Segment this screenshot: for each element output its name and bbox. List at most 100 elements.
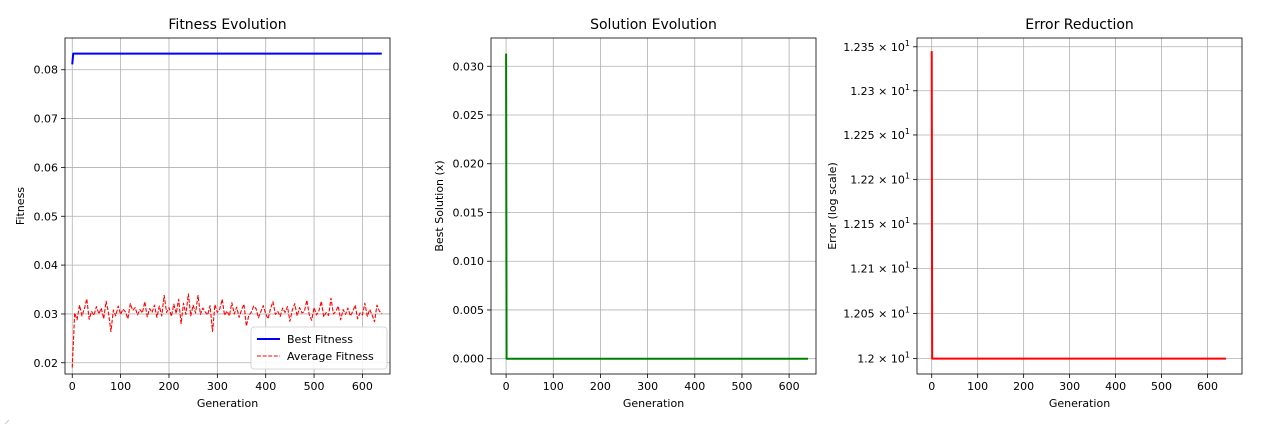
- y-tick-mantissa: 1.22: [850, 173, 875, 186]
- y-tick-exponent: 1: [905, 216, 910, 225]
- y-tick-times: ×: [875, 353, 891, 366]
- y-tick-label: 0.02: [34, 357, 59, 370]
- x-tick-label: 300: [207, 380, 228, 393]
- best-fitness-line: [71, 52, 382, 65]
- x-tick-label: 400: [684, 380, 705, 393]
- y-tick-label: 0.03: [34, 308, 59, 321]
- x-tick-label: 0: [503, 380, 510, 393]
- y-tick-base: 10: [891, 263, 905, 276]
- y-tick-mantissa: 1.225: [843, 129, 875, 142]
- series-0-line: [930, 51, 1226, 360]
- y-tick-times: ×: [875, 129, 891, 142]
- y-tick-label: 0.05: [34, 210, 59, 223]
- y-tick-label: 1.2 × 101: [857, 351, 910, 366]
- x-tick-label: 300: [637, 380, 658, 393]
- x-tick-label: 400: [1105, 380, 1126, 393]
- y-axis-label: Best Solution (x): [433, 160, 446, 251]
- x-tick-label: 200: [158, 380, 179, 393]
- y-tick-exponent: 1: [905, 127, 910, 136]
- y-axis-label: Error (log scale): [826, 162, 839, 250]
- y-tick-times: ×: [875, 308, 891, 321]
- x-tick-label: 100: [967, 380, 988, 393]
- series-0-line: [505, 53, 808, 360]
- y-tick-label: 0.030: [453, 60, 485, 73]
- x-tick-label: 100: [110, 380, 131, 393]
- y-tick-times: ×: [875, 263, 891, 276]
- y-tick-mantissa: 1.215: [843, 218, 875, 231]
- y-tick-label: 0.04: [34, 259, 59, 272]
- chart-title: Solution Evolution: [590, 17, 717, 33]
- y-tick-label: 1.22 × 101: [850, 171, 910, 186]
- y-tick-mantissa: 1.21: [850, 263, 875, 276]
- y-tick-exponent: 1: [905, 351, 910, 360]
- y-tick-mantissa: 1.205: [843, 308, 875, 321]
- legend-label: Average Fitness: [287, 350, 374, 363]
- legend: Best Fitness Average Fitness: [250, 326, 388, 370]
- x-tick-label: 200: [1013, 380, 1034, 393]
- y-tick-mantissa: 1.2: [857, 353, 875, 366]
- solution-evolution-chart: 0 100 200 300 400 500 600 0.000 0.005 0.010 0.015 0…: [433, 17, 817, 410]
- x-tick-label: 600: [1197, 380, 1218, 393]
- y-tick-label: 1.21 × 101: [850, 261, 910, 276]
- y-tick-exponent: 1: [905, 39, 910, 48]
- y-tick-label: 0.015: [453, 206, 485, 219]
- x-axis-label: Generation: [197, 397, 258, 410]
- y-tick-label: 1.23 × 101: [850, 83, 910, 98]
- y-tick-label: 1.215 × 101: [843, 216, 910, 231]
- axes-frame: [916, 37, 1243, 375]
- y-tick-label: 1.235 × 101: [843, 39, 910, 54]
- legend-label: Best Fitness: [287, 333, 353, 346]
- y-tick-exponent: 1: [905, 171, 910, 180]
- x-tick-label: 400: [255, 380, 276, 393]
- resize-grip-icon: [4, 419, 10, 425]
- y-tick-base: 10: [891, 41, 905, 54]
- y-tick-label: 0.08: [34, 64, 59, 77]
- x-tick-label: 500: [1151, 380, 1172, 393]
- y-tick-times: ×: [875, 173, 891, 186]
- y-tick-exponent: 1: [905, 261, 910, 270]
- axes-frame: [490, 37, 817, 375]
- x-axis-label: Generation: [623, 397, 684, 410]
- x-tick-label: 500: [731, 380, 752, 393]
- chart-title: Error Reduction: [1025, 17, 1134, 33]
- x-tick-label: 600: [779, 380, 800, 393]
- y-tick-label: 0.005: [453, 304, 485, 317]
- x-tick-label: 100: [543, 380, 564, 393]
- x-tick-label: 200: [590, 380, 611, 393]
- y-tick-exponent: 1: [905, 83, 910, 92]
- y-tick-label: 0.06: [34, 161, 59, 174]
- y-tick-mantissa: 1.23: [850, 85, 875, 98]
- y-tick-base: 10: [891, 218, 905, 231]
- y-tick-base: 10: [891, 129, 905, 142]
- y-tick-label: 0.07: [34, 113, 59, 126]
- chart-title: Fitness Evolution: [168, 17, 286, 33]
- y-tick-times: ×: [875, 85, 891, 98]
- y-axis-label: Fitness: [14, 187, 27, 225]
- y-tick-exponent: 1: [905, 306, 910, 315]
- x-tick-label: 300: [1059, 380, 1080, 393]
- x-axis-label: Generation: [1049, 397, 1110, 410]
- fitness-evolution-chart: 0 100 200 300 400 500 600 0.02 0.03 0.04 0.05 0.06 0…: [14, 17, 391, 410]
- y-tick-base: 10: [891, 353, 905, 366]
- y-tick-label: 1.205 × 101: [843, 306, 910, 321]
- legend-box: [250, 326, 388, 370]
- y-tick-label: 0.000: [453, 353, 485, 366]
- y-tick-base: 10: [891, 173, 905, 186]
- y-tick-label: 1.225 × 101: [843, 127, 910, 142]
- y-tick-times: ×: [875, 41, 891, 54]
- y-tick-label: 0.020: [453, 158, 485, 171]
- x-tick-label: 500: [304, 380, 325, 393]
- average-fitness-line: [71, 293, 383, 368]
- x-tick-label: 0: [69, 380, 76, 393]
- y-tick-times: ×: [875, 218, 891, 231]
- y-tick-label: 0.025: [453, 109, 485, 122]
- y-tick-base: 10: [891, 308, 905, 321]
- x-tick-label: 0: [928, 380, 935, 393]
- axes-frame: [64, 37, 391, 375]
- y-tick-mantissa: 1.235: [843, 41, 875, 54]
- y-tick-base: 10: [891, 85, 905, 98]
- x-tick-label: 600: [352, 380, 373, 393]
- y-tick-label: 0.010: [453, 255, 485, 268]
